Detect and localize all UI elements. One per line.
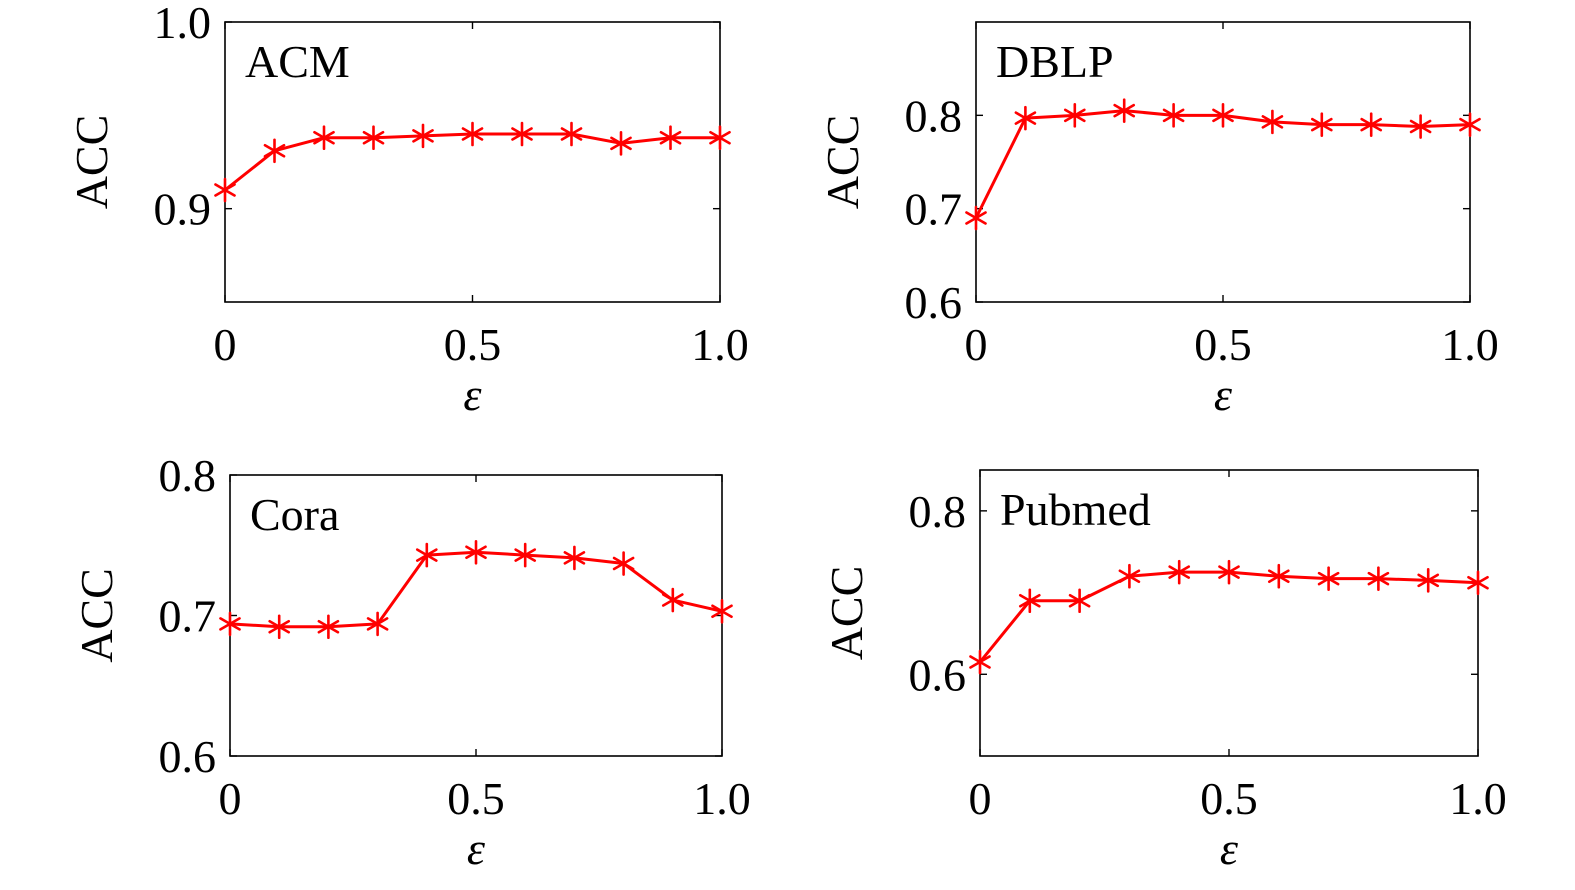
data-point-marker (1118, 563, 1141, 589)
data-point-marker (969, 649, 991, 675)
data-point-marker (1212, 103, 1234, 128)
data-point-marker (415, 542, 438, 568)
data-point-marker (1409, 114, 1432, 139)
data-point-marker (560, 121, 583, 147)
panel-title-dblp: DBLP (996, 36, 1114, 87)
y-tick-label: 0.9 (154, 184, 212, 235)
y-axis-label: ACC (71, 568, 122, 663)
panel-title-pubmed: Pubmed (1000, 484, 1151, 535)
y-tick-label: 0.7 (905, 184, 963, 235)
data-point-marker (366, 611, 389, 637)
y-tick-label: 0.8 (159, 450, 217, 501)
data-point-marker (711, 598, 733, 624)
data-point-marker (1417, 568, 1440, 593)
data-point-marker (1360, 112, 1383, 137)
y-tick-label: 0.8 (905, 90, 963, 141)
data-point-marker (214, 177, 236, 203)
data-point-marker (1310, 112, 1333, 137)
x-tick-label: 0.5 (1200, 773, 1258, 824)
x-tick-label: 1.0 (691, 319, 749, 370)
panel-title-acm: ACM (245, 36, 350, 87)
data-point-marker (563, 545, 586, 571)
panel-cora: 0 0.5 1.0 0.6 0.7 0.8 ε ACC Cora (71, 450, 751, 874)
data-point-marker (263, 138, 286, 164)
series-line (978, 570, 1479, 663)
data-point-marker (659, 125, 682, 151)
y-tick-label: 0.6 (905, 277, 963, 328)
y-axis-label: ACC (817, 115, 868, 210)
data-point-marker (1317, 566, 1340, 591)
data-point-marker (612, 551, 635, 576)
data-point-marker (610, 131, 632, 156)
x-tick-label: 0 (214, 319, 237, 370)
data-point-marker (1168, 559, 1191, 585)
data-point-marker (1162, 103, 1185, 128)
y-tick-label: 0.7 (159, 591, 217, 642)
data-point-marker (465, 539, 487, 565)
y-axis-label: ACC (821, 566, 872, 661)
y-tick-label: 0.8 (909, 486, 967, 537)
x-tick-label: 0.5 (1194, 319, 1252, 370)
x-tick-label: 1.0 (1441, 319, 1499, 370)
x-axis-label: ε (1220, 823, 1239, 874)
data-point-marker (1267, 563, 1290, 589)
data-point-marker (1261, 109, 1284, 135)
data-point-marker (709, 125, 731, 151)
data-point-marker (362, 125, 385, 151)
data-point-marker (511, 121, 533, 147)
data-point-marker (317, 614, 340, 640)
data-point-marker (1113, 98, 1136, 123)
data-point-marker (461, 121, 484, 147)
y-tick-label: 0.6 (909, 649, 967, 700)
data-point-marker (313, 125, 335, 151)
data-point-marker (1014, 105, 1037, 131)
y-tick-label: 0.6 (159, 731, 217, 782)
data-point-marker (1459, 112, 1481, 137)
x-axis-label: ε (463, 369, 482, 420)
data-point-marker (1018, 588, 1041, 614)
y-tick-label: 1.0 (154, 0, 212, 48)
data-point-marker (1218, 559, 1240, 585)
data-point-marker (219, 611, 241, 637)
data-point-marker (1063, 103, 1086, 128)
data-point-marker (1467, 570, 1489, 596)
data-point-marker (412, 123, 434, 149)
x-tick-label: 1.0 (693, 773, 751, 824)
panel-acm: 0 0.5 1.0 0.9 1.0 ε ACC ACM (66, 0, 749, 420)
panel-dblp: 0 0.5 1.0 0.6 0.7 0.8 ε ACC DBLP (817, 21, 1499, 420)
data-point-marker (1068, 588, 1091, 614)
data-point-marker (965, 205, 987, 231)
x-tick-label: 0 (969, 773, 992, 824)
x-axis-label: ε (1214, 369, 1233, 420)
data-point-marker (268, 614, 291, 640)
x-tick-label: 0 (219, 773, 242, 824)
x-axis-label: ε (467, 823, 486, 874)
x-tick-label: 0 (965, 319, 988, 370)
panel-title-cora: Cora (250, 489, 339, 540)
x-tick-label: 0.5 (447, 773, 505, 824)
x-tick-label: 1.0 (1449, 773, 1507, 824)
data-point-marker (1367, 566, 1390, 591)
y-axis-label: ACC (66, 115, 117, 210)
data-point-marker (661, 587, 684, 613)
x-tick-label: 0.5 (444, 319, 502, 370)
panel-pubmed: 0 0.5 1.0 0.6 0.8 ε ACC Pubmed (821, 469, 1507, 874)
data-point-marker (514, 542, 537, 568)
